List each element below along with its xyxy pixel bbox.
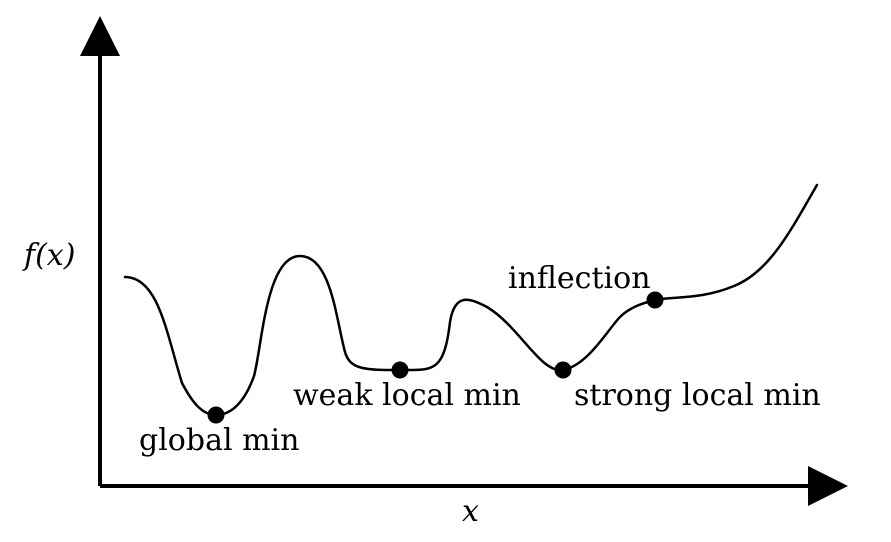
inflection-point: [646, 291, 664, 309]
global-min-label: global min: [139, 423, 299, 458]
y-axis-label: f(x): [22, 238, 75, 273]
strong-local-min-point: [554, 361, 572, 379]
strong-local-min-label: strong local min: [574, 378, 821, 413]
x-axis-label: x: [462, 494, 479, 529]
global-min-point: [207, 406, 225, 424]
inflection-label: inflection: [508, 261, 651, 296]
weak-local-min-label: weak local min: [293, 378, 521, 413]
weak-local-min-point: [391, 361, 409, 379]
